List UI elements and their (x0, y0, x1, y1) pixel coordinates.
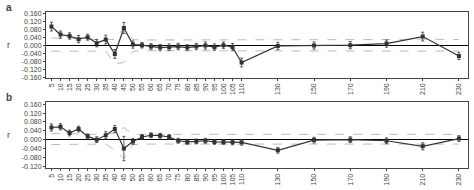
svg-text:95: 95 (211, 174, 218, 182)
svg-text:60: 60 (147, 174, 154, 182)
svg-text:70: 70 (165, 83, 172, 91)
svg-text:80: 80 (184, 174, 191, 182)
svg-text:75: 75 (174, 83, 181, 91)
svg-text:15: 15 (66, 174, 73, 182)
svg-text:190: 190 (383, 174, 390, 186)
svg-text:210: 210 (419, 174, 426, 186)
svg-text:20: 20 (75, 174, 82, 182)
svg-text:190: 190 (383, 83, 390, 95)
svg-text:110: 110 (238, 174, 245, 185)
svg-text:150: 150 (310, 174, 317, 186)
svg-text:0.160: 0.160 (24, 10, 42, 17)
svg-text:0.000: 0.000 (24, 42, 42, 49)
svg-text:0.160: 0.160 (24, 101, 42, 108)
svg-text:170: 170 (347, 83, 354, 95)
svg-text:-0.080: -0.080 (22, 154, 42, 161)
svg-text:0.000: 0.000 (24, 136, 42, 143)
svg-text:r: r (7, 130, 10, 140)
svg-text:55: 55 (138, 174, 145, 182)
svg-text:20: 20 (75, 83, 82, 91)
svg-text:85: 85 (193, 174, 200, 182)
svg-text:a: a (6, 2, 12, 13)
svg-text:45: 45 (120, 174, 127, 182)
svg-text:210: 210 (419, 83, 426, 95)
svg-text:85: 85 (193, 83, 200, 91)
svg-text:-0.120: -0.120 (22, 66, 42, 73)
svg-text:10: 10 (57, 83, 64, 91)
svg-text:-0.040: -0.040 (22, 50, 42, 57)
svg-text:150: 150 (310, 83, 317, 95)
svg-text:80: 80 (184, 83, 191, 91)
svg-text:230: 230 (455, 83, 462, 95)
svg-text:25: 25 (84, 83, 91, 91)
svg-text:130: 130 (274, 83, 281, 95)
svg-text:-0.040: -0.040 (22, 145, 42, 152)
svg-text:5: 5 (48, 83, 55, 87)
svg-text:105: 105 (229, 83, 236, 95)
svg-text:110: 110 (238, 83, 245, 94)
svg-text:75: 75 (174, 174, 181, 182)
svg-text:65: 65 (156, 83, 163, 91)
svg-text:-0.120: -0.120 (22, 163, 42, 170)
svg-text:130: 130 (274, 174, 281, 186)
svg-text:170: 170 (347, 174, 354, 186)
svg-text:90: 90 (202, 174, 209, 182)
svg-text:65: 65 (156, 174, 163, 182)
svg-text:5: 5 (48, 174, 55, 178)
svg-text:0.120: 0.120 (24, 110, 42, 117)
svg-text:35: 35 (102, 83, 109, 91)
svg-text:0.040: 0.040 (24, 127, 42, 134)
svg-text:25: 25 (84, 174, 91, 182)
svg-text:35: 35 (102, 174, 109, 182)
svg-text:95: 95 (211, 83, 218, 91)
svg-text:-0.160: -0.160 (22, 74, 42, 81)
svg-text:30: 30 (93, 174, 100, 182)
svg-text:r: r (7, 40, 10, 50)
svg-text:70: 70 (165, 174, 172, 182)
svg-text:100: 100 (220, 174, 227, 186)
svg-text:0.120: 0.120 (24, 18, 42, 25)
svg-text:40: 40 (111, 174, 118, 182)
svg-text:b: b (6, 92, 12, 103)
svg-text:10: 10 (57, 174, 64, 182)
svg-text:15: 15 (66, 83, 73, 91)
svg-text:0.080: 0.080 (24, 26, 42, 33)
svg-text:100: 100 (220, 83, 227, 95)
svg-text:40: 40 (111, 83, 118, 91)
svg-text:0.080: 0.080 (24, 118, 42, 125)
svg-text:-0.080: -0.080 (22, 58, 42, 65)
svg-text:230: 230 (455, 174, 462, 186)
svg-text:30: 30 (93, 83, 100, 91)
svg-text:55: 55 (138, 83, 145, 91)
svg-text:90: 90 (202, 83, 209, 91)
svg-text:45: 45 (120, 83, 127, 91)
svg-text:60: 60 (147, 83, 154, 91)
svg-text:105: 105 (229, 174, 236, 186)
svg-text:0.040: 0.040 (24, 34, 42, 41)
svg-text:50: 50 (129, 83, 136, 91)
svg-text:50: 50 (129, 174, 136, 182)
